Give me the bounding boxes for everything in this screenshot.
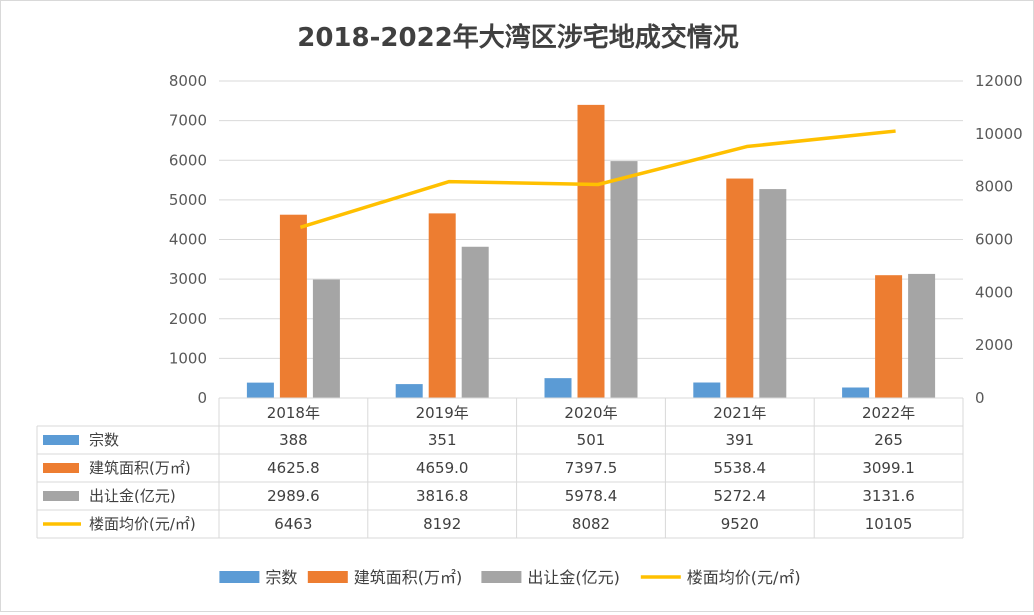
y-left-tick-label: 2000 — [169, 310, 207, 328]
data-label: 8192 — [423, 515, 461, 533]
bar — [726, 178, 754, 398]
category-label: 2018年 — [267, 404, 320, 422]
bar — [610, 161, 638, 398]
data-label: 5978.4 — [565, 487, 618, 505]
y-right-tick-label: 8000 — [975, 178, 1013, 196]
bar — [577, 104, 605, 399]
y-left-tick-label: 1000 — [169, 349, 207, 367]
bar — [842, 387, 870, 398]
y-left-tick-label: 4000 — [169, 231, 207, 249]
legend-label: 建筑面积(万㎡) — [354, 568, 463, 587]
data-label: 501 — [577, 431, 606, 449]
data-label: 8082 — [572, 515, 610, 533]
bar — [908, 273, 936, 398]
data-label: 265 — [874, 431, 903, 449]
category-label: 2021年 — [713, 404, 766, 422]
data-label: 9520 — [721, 515, 759, 533]
bar — [279, 214, 307, 398]
data-label: 5538.4 — [714, 459, 767, 477]
table-legend-key — [43, 491, 79, 501]
y-right-tick-label: 2000 — [975, 336, 1013, 354]
category-label: 2020年 — [564, 404, 617, 422]
y-left-tick-label: 8000 — [169, 72, 207, 90]
legend-label: 楼面均价(元/㎡) — [687, 568, 801, 587]
y-right-tick-label: 10000 — [975, 125, 1023, 143]
y-left-tick-label: 6000 — [169, 151, 207, 169]
data-label: 3131.6 — [862, 487, 915, 505]
bar — [246, 382, 274, 398]
series-name: 宗数 — [89, 431, 119, 449]
data-label: 3816.8 — [416, 487, 469, 505]
table-legend-key — [43, 463, 79, 473]
table-legend-key — [43, 435, 79, 445]
data-label: 4659.0 — [416, 459, 469, 477]
data-label: 388 — [279, 431, 308, 449]
y-right-tick-label: 6000 — [975, 231, 1013, 249]
data-label: 4625.8 — [267, 459, 320, 477]
bar — [544, 378, 572, 398]
category-label: 2019年 — [416, 404, 469, 422]
data-label: 351 — [428, 431, 457, 449]
series-name: 出让金(亿元) — [89, 487, 176, 505]
legend-label: 宗数 — [265, 568, 297, 587]
data-label: 7397.5 — [565, 459, 618, 477]
bar — [693, 382, 721, 398]
y-left-tick-label: 5000 — [169, 191, 207, 209]
legend-key — [307, 571, 348, 583]
series-name: 建筑面积(万㎡) — [89, 459, 191, 477]
bar — [428, 213, 456, 398]
y-right-tick-label: 12000 — [975, 72, 1023, 90]
legend-key — [481, 571, 522, 583]
bar — [875, 275, 903, 398]
legend-key — [219, 571, 260, 583]
data-label: 3099.1 — [862, 459, 915, 477]
y-left-tick-label: 3000 — [169, 270, 207, 288]
y-left-tick-label: 0 — [197, 389, 207, 407]
bar — [461, 246, 489, 398]
bar — [395, 384, 423, 398]
bar — [312, 279, 340, 398]
data-label: 391 — [725, 431, 754, 449]
legend-label: 出让金(亿元) — [527, 568, 620, 587]
chart-title: 2018-2022年大湾区涉宅地成交情况 — [297, 23, 739, 53]
category-label: 2022年 — [862, 404, 915, 422]
series-name: 楼面均价(元/㎡) — [89, 515, 196, 533]
line-series — [299, 129, 896, 229]
bar — [759, 189, 787, 398]
y-left-tick-label: 7000 — [169, 112, 207, 130]
y-right-tick-label: 4000 — [975, 283, 1013, 301]
y-right-tick-label: 0 — [975, 389, 985, 407]
data-label: 10105 — [865, 515, 913, 533]
data-label: 6463 — [274, 515, 312, 533]
data-label: 5272.4 — [714, 487, 767, 505]
data-label: 2989.6 — [267, 487, 320, 505]
